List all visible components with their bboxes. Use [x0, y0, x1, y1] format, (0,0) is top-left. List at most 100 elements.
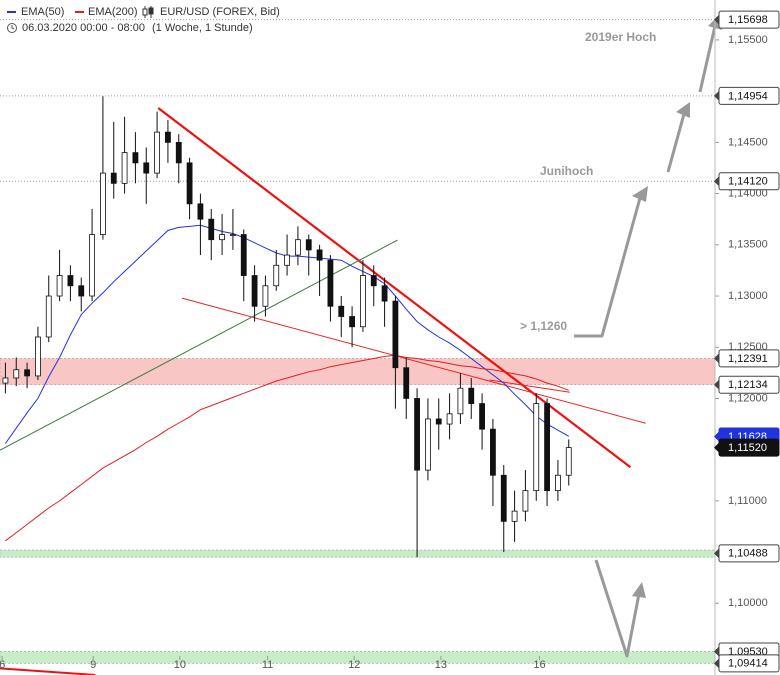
arrow: [698, 25, 717, 93]
candle-body: [208, 218, 215, 241]
candle-body: [186, 162, 193, 205]
candle-body: [165, 131, 171, 143]
x-tick-label: 9: [90, 659, 96, 671]
arrows: [574, 14, 722, 658]
candle-body: [240, 234, 247, 276]
candle-body: [316, 249, 323, 261]
price-box-pointer: [714, 353, 719, 364]
candle-body: [403, 367, 410, 399]
candle-body: [219, 234, 225, 241]
candle-body: [479, 403, 485, 430]
x-tick-label: 10: [174, 659, 186, 671]
candle-body: [522, 490, 529, 512]
price-box-label: 1,14120: [728, 176, 768, 188]
candle-body: [273, 264, 280, 287]
x-tick-label: 6: [0, 659, 5, 671]
x-tick-label: 13: [435, 659, 447, 671]
clock-icon: [7, 23, 17, 33]
candle-body: [533, 403, 540, 492]
price-box-pointer: [714, 658, 719, 669]
arrow: [594, 559, 641, 658]
candle-body: [414, 398, 420, 471]
price-labels: 1,156981,149541,141201,123911,121341,116…: [714, 10, 780, 673]
price-box-pointer: [714, 176, 719, 187]
arrow-head: [632, 582, 646, 598]
price-box-label: 1,11520: [728, 442, 767, 454]
candle-body: [24, 369, 30, 377]
candle-body: [284, 254, 290, 266]
y-tick-label: 1,13000: [728, 290, 768, 302]
candle-body: [349, 316, 355, 328]
candle-body: [327, 259, 334, 307]
x-tick-label: 11: [262, 659, 273, 671]
candle-body: [45, 295, 52, 338]
trendline: [157, 107, 632, 469]
candle-body: [360, 275, 366, 328]
candle-body: [251, 275, 258, 307]
candle-body: [295, 239, 301, 256]
candle-body: [35, 336, 41, 377]
price-box-pointer: [714, 548, 719, 559]
candle-body: [175, 141, 182, 164]
candle-body: [338, 305, 345, 317]
arrow: [666, 113, 686, 173]
candle-body: [457, 387, 464, 415]
zone: [0, 651, 715, 664]
y-tick-label: 1,12000: [728, 392, 768, 404]
candle-body: [2, 377, 9, 384]
candles: [2, 96, 572, 558]
candle-body: [13, 369, 20, 379]
trendline: [181, 297, 646, 424]
candle-body: [121, 152, 128, 184]
candle-body: [78, 285, 85, 297]
candle-icon: [142, 6, 154, 18]
trendline: [0, 667, 96, 675]
y-axis: 1,155001,145001,140001,135001,130001,125…: [714, 0, 768, 675]
y-tick-label: 1,11000: [728, 495, 767, 507]
candle-body: [544, 403, 550, 492]
price-box-label: 1,12134: [728, 379, 768, 391]
trendlines: [0, 107, 646, 675]
candle-body: [89, 234, 95, 297]
candle-body: [262, 285, 269, 307]
zone: [0, 358, 715, 386]
candle-body: [305, 239, 312, 251]
price-box-pointer: [714, 90, 719, 101]
x-tick-label: 16: [533, 659, 545, 671]
candle-body: [197, 203, 204, 220]
candle-body: [435, 418, 442, 425]
legend-label: EMA(200): [88, 6, 138, 18]
price-box-pointer: [714, 442, 719, 453]
candle-body: [230, 234, 236, 236]
candle-body: [154, 131, 160, 174]
price-box-label: 1,15698: [728, 14, 768, 26]
candle-body: [370, 275, 377, 287]
candle-body: [511, 510, 518, 522]
candle-body: [500, 474, 507, 522]
price-box-pointer: [714, 431, 719, 442]
candle-body: [67, 275, 74, 287]
x-tick-label: 12: [348, 659, 360, 671]
candle-body: [143, 162, 150, 174]
candle-body: [392, 300, 399, 369]
levels: [0, 19, 715, 182]
annotation: > 1,1260: [520, 319, 567, 333]
y-tick-label: 1,10000: [728, 597, 768, 609]
legend-label: EMA(50): [21, 6, 64, 18]
zone: [0, 549, 715, 558]
clock-icon: [11, 25, 15, 30]
y-tick-label: 1,14500: [728, 136, 768, 148]
price-box-label: 1,14954: [728, 90, 768, 102]
candle-body: [446, 413, 453, 425]
legend: EMA(50) EMA(200) EUR/USD (FOREX, Bid) 06…: [7, 6, 280, 34]
candle-body: [555, 474, 561, 492]
y-tick-label: 1,14000: [728, 187, 768, 199]
ema-line: [5, 354, 569, 542]
price-box-pointer: [714, 14, 719, 25]
candle-body: [490, 428, 496, 476]
price-box-pointer: [714, 646, 719, 657]
arrow-head: [632, 186, 648, 202]
candle-body: [425, 418, 431, 471]
